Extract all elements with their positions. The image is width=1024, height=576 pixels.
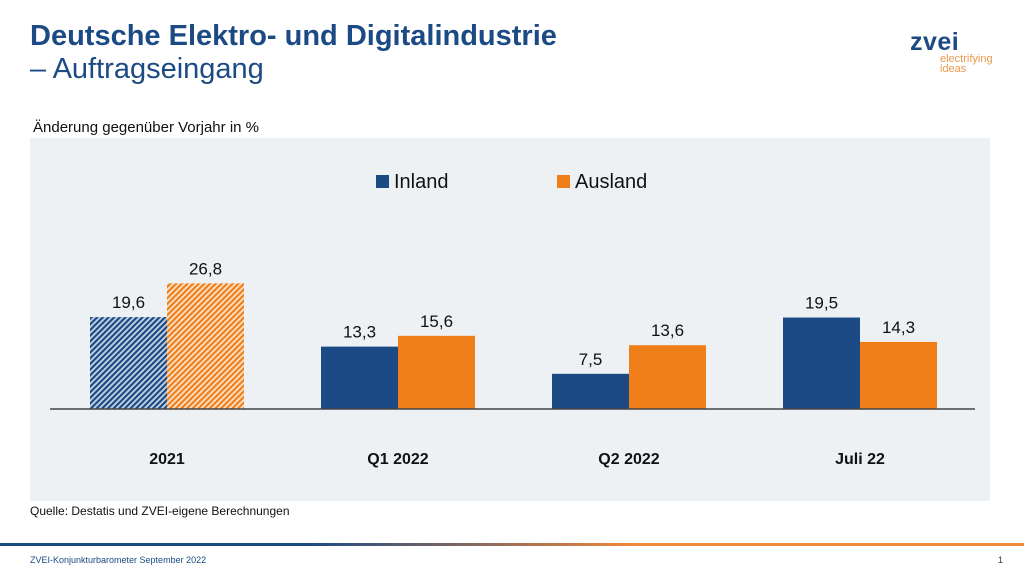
title-line-2: – Auftragseingang <box>30 53 264 85</box>
logo-tagline-1: electrifying <box>940 53 993 65</box>
data-label: 15,6 <box>420 312 453 331</box>
slide-title: Deutsche Elektro- und Digitalindustrie –… <box>30 20 557 86</box>
logo-text: zvei <box>910 28 960 56</box>
zvei-logo: zvei electrifying ideas <box>910 28 993 75</box>
category-label: Juli 22 <box>835 451 885 468</box>
bar-ausland-3 <box>860 341 937 409</box>
category-label: Q1 2022 <box>367 451 428 468</box>
legend-swatch-ausland <box>557 175 570 188</box>
bar-ausland-2 <box>629 345 706 409</box>
legend-label-ausland: Ausland <box>575 171 647 193</box>
category-label: Q2 2022 <box>598 451 659 468</box>
source-note: Quelle: Destatis und ZVEI-eigene Berechn… <box>30 504 290 518</box>
footer-divider <box>0 543 1024 546</box>
bar-inland-3 <box>783 317 860 409</box>
title-line-1: Deutsche Elektro- und Digitalindustrie <box>30 20 557 52</box>
logo-tagline-2: ideas <box>940 63 967 75</box>
data-label: 14,3 <box>882 318 915 337</box>
footer-text: ZVEI-Konjunkturbarometer September 2022 <box>30 555 207 565</box>
data-label: 19,6 <box>112 293 145 312</box>
bar-inland-2 <box>552 373 629 409</box>
page-number: 1 <box>998 555 1004 565</box>
bar-inland-0 <box>90 317 167 409</box>
legend: Inland Ausland <box>376 171 647 193</box>
chart-subtitle: Änderung gegenüber Vorjahr in % <box>33 119 259 136</box>
data-label: 7,5 <box>579 350 603 369</box>
bar-ausland-1 <box>398 335 475 409</box>
data-label: 26,8 <box>189 259 222 278</box>
data-label: 19,5 <box>805 294 838 313</box>
bar-ausland-0 <box>167 283 244 409</box>
legend-swatch-inland <box>376 175 389 188</box>
data-label: 13,3 <box>343 323 376 342</box>
legend-label-inland: Inland <box>394 171 449 193</box>
data-label: 13,6 <box>651 321 684 340</box>
category-label: 2021 <box>149 451 185 468</box>
bar-inland-1 <box>321 346 398 409</box>
